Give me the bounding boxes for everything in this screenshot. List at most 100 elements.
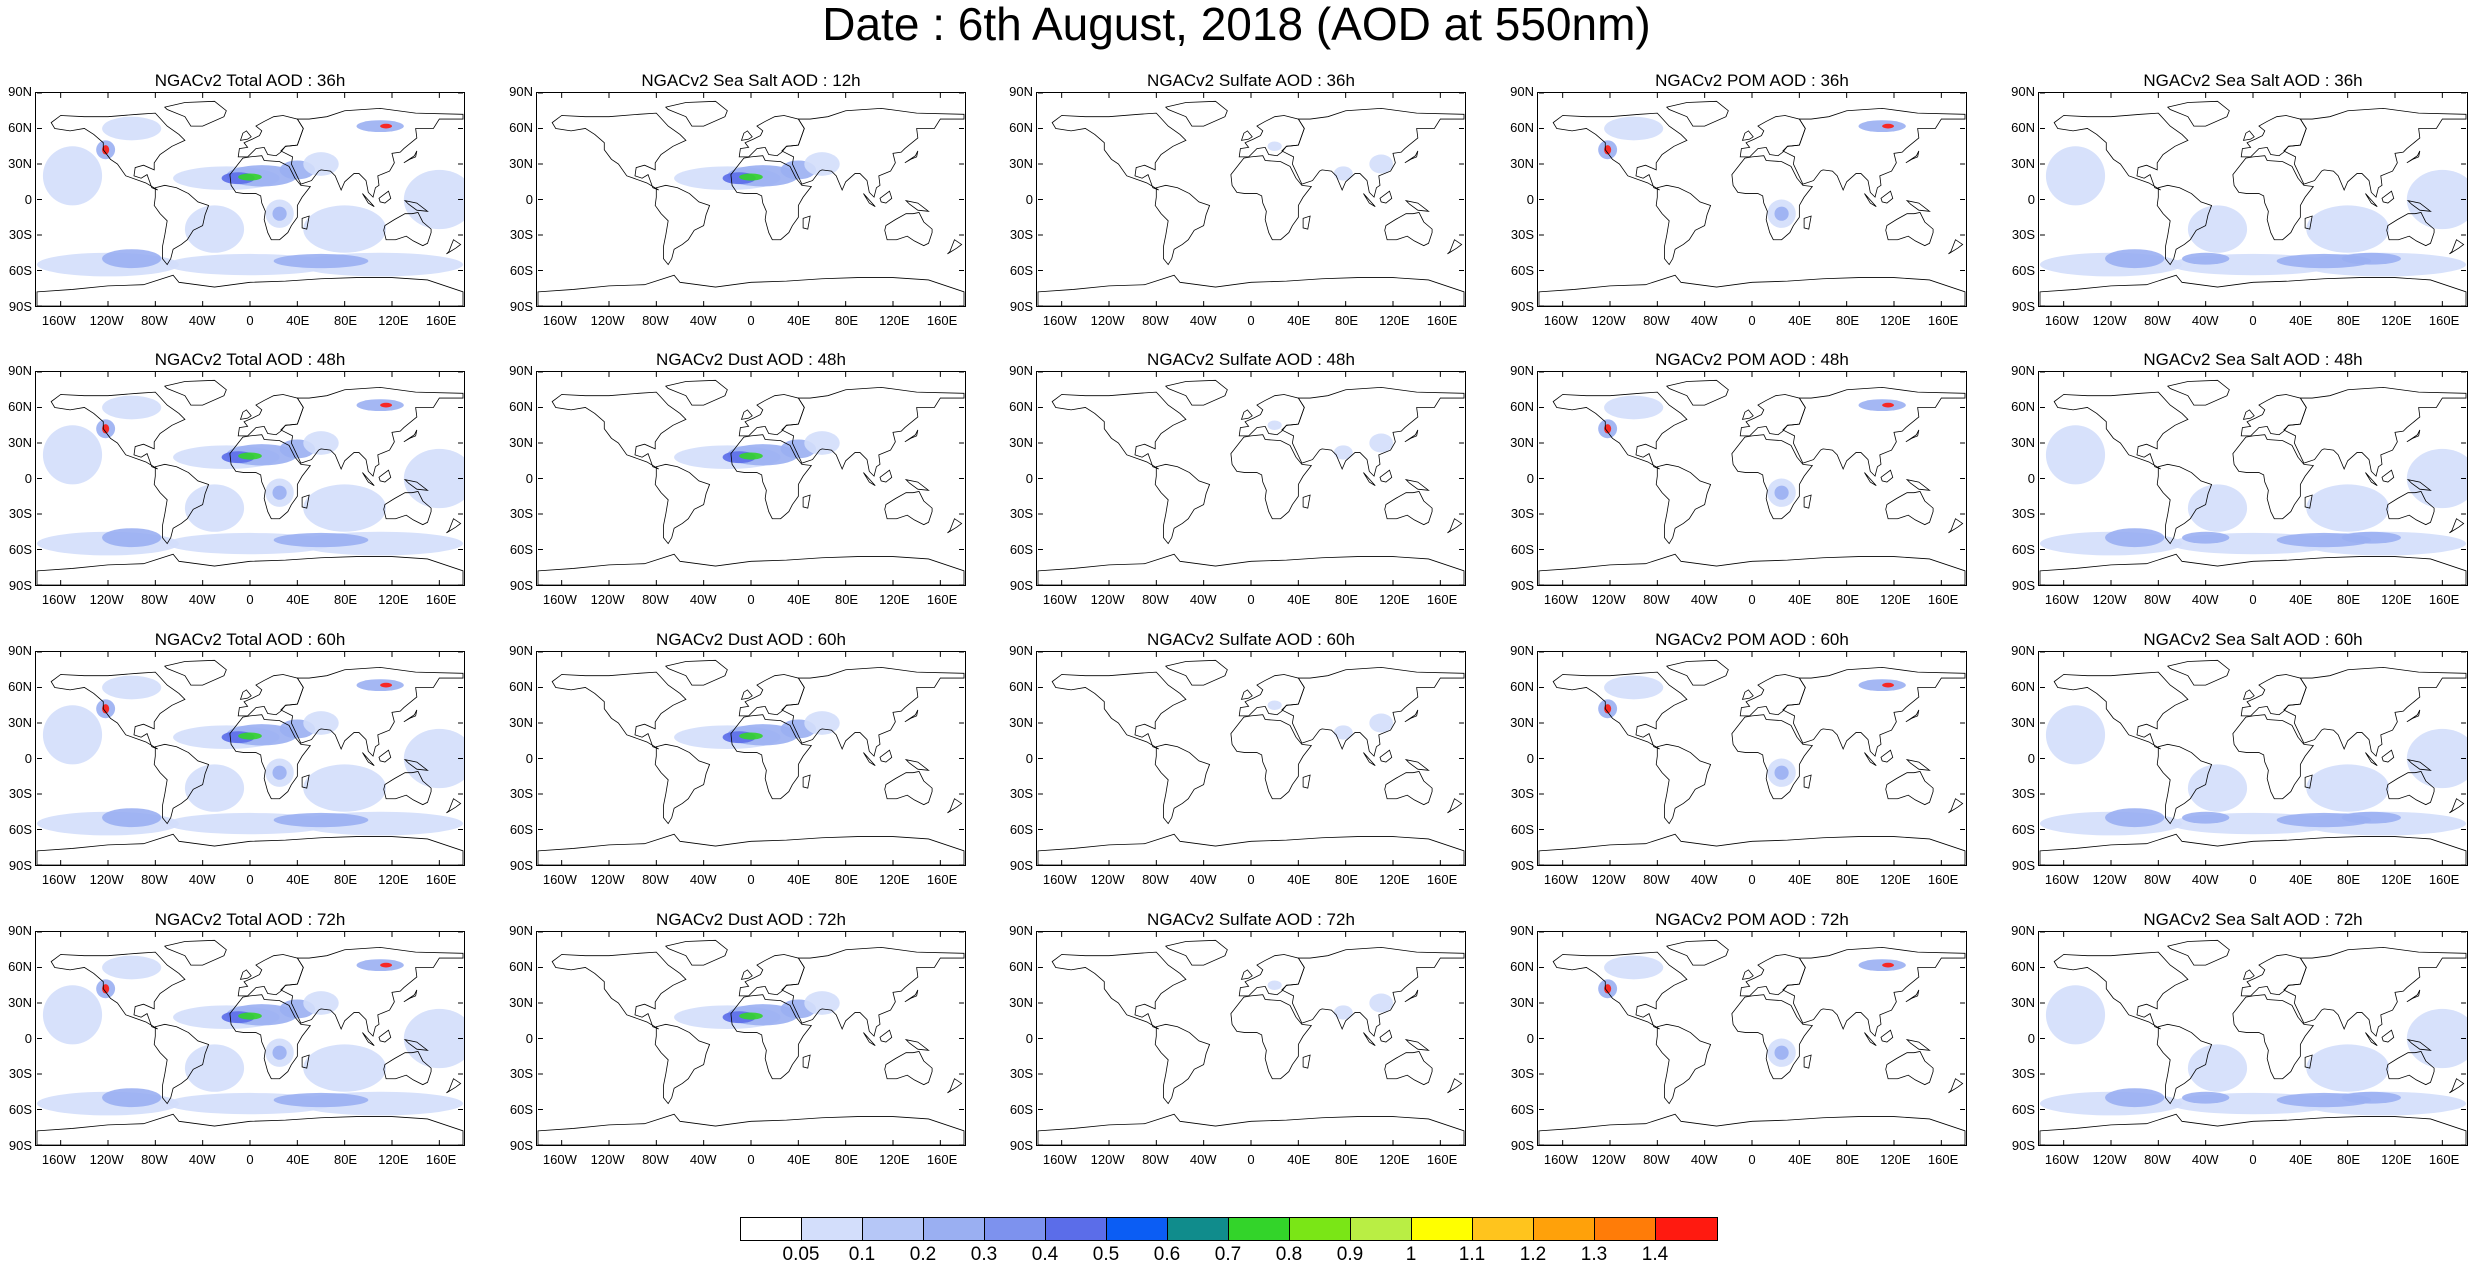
coastline — [1384, 771, 1433, 806]
lon-label: 40W — [1690, 592, 1718, 607]
aod-field — [2341, 252, 2401, 265]
lon-label: 40W — [2191, 872, 2219, 887]
lon-label: 0 — [1247, 313, 1255, 328]
coastline — [1905, 709, 1920, 723]
coastline — [153, 743, 210, 825]
lon-label: 120W — [89, 592, 124, 607]
lon-label: 120E — [1379, 872, 1410, 887]
lon-label: 80E — [834, 872, 859, 887]
coastline — [1739, 394, 1806, 437]
coastline — [362, 472, 375, 486]
coastline — [551, 391, 687, 470]
lat-label: 60N — [2011, 958, 2035, 974]
coastline — [2406, 989, 2421, 1003]
aod-field — [102, 424, 110, 434]
lat-label: 30N — [2011, 434, 2035, 450]
colorbar-label: 0.2 — [909, 1244, 937, 1265]
aod-field — [2306, 1044, 2390, 1092]
aod-field — [1333, 166, 1353, 181]
colorbar-label: 0.3 — [970, 1244, 998, 1265]
aod-field — [2306, 484, 2390, 532]
lat-label: 60N — [509, 398, 533, 414]
map-canvas — [1538, 932, 1966, 1145]
aod-field — [804, 991, 840, 1015]
lon-label: 120E — [2381, 872, 2412, 887]
aod-field — [102, 704, 110, 714]
lon-label: 40E — [2289, 1152, 2313, 1167]
aod-field — [2045, 705, 2106, 765]
aod-field — [739, 732, 763, 740]
lon-label: 120E — [378, 313, 409, 328]
lat-label: 60S — [2011, 1102, 2035, 1118]
coastline — [2167, 379, 2230, 406]
lon-label: 40E — [286, 313, 310, 328]
lon-label: 160W — [1042, 872, 1077, 887]
coastline — [1552, 112, 1688, 191]
coastline — [802, 215, 811, 230]
map-panel: NGACv2 Sulfate AOD : 36h 90N 60N 30N 0 30S 60S… — [1009, 70, 1466, 328]
panel-title: NGACv2 Total AOD : 48h — [154, 350, 346, 369]
aod-field — [102, 116, 162, 141]
aod-field — [739, 452, 763, 460]
coastline — [1885, 212, 1934, 247]
lat-label: 60S — [509, 542, 533, 558]
coastline — [2365, 472, 2378, 486]
lat-label: 30S — [2011, 786, 2035, 802]
panel-title: NGACv2 Sulfate AOD : 48h — [1147, 350, 1355, 369]
coastline — [237, 394, 304, 437]
lon-label: 120E — [378, 1152, 409, 1167]
aod-field — [1774, 206, 1789, 221]
coastline — [1051, 951, 1187, 1030]
lon-label: 0 — [1247, 1152, 1255, 1167]
lat-label: 60S — [2011, 263, 2035, 279]
coastline — [551, 112, 687, 191]
map-panel: NGACv2 Total AOD : 72h 90N 60N 30N 0 30S 60S 90… — [8, 909, 465, 1167]
lat-label: 60N — [1009, 119, 1033, 135]
coastline — [239, 969, 252, 980]
lat-label: 0 — [1526, 470, 1534, 486]
lon-label: 160E — [1426, 592, 1458, 607]
aod-field — [804, 152, 840, 176]
aod-field — [1604, 955, 1664, 980]
map-canvas — [2039, 372, 2467, 585]
lon-label: 80E — [333, 872, 358, 887]
lat-label: 0 — [525, 750, 533, 766]
lon-label: 160E — [926, 313, 958, 328]
map-panel: NGACv2 Sea Salt AOD : 48h 90N 60N 30N 0 30S 60… — [2011, 349, 2468, 607]
lat-label: 90S — [8, 858, 32, 873]
lon-label: 160E — [425, 592, 457, 607]
aod-field — [2045, 146, 2106, 206]
aod-field — [2406, 448, 2467, 509]
coastline — [2381, 469, 2395, 483]
lat-label: 60S — [1510, 542, 1534, 558]
lon-label: 0 — [2249, 313, 2257, 328]
lat-label: 90N — [1009, 84, 1033, 99]
lon-label: 0 — [1247, 872, 1255, 887]
coastline — [738, 954, 805, 997]
lat-label: 30N — [1009, 155, 1033, 171]
coastline — [2406, 1039, 2432, 1051]
lat-label: 30N — [2011, 714, 2035, 730]
coastline — [36, 553, 464, 585]
lon-label: 80E — [2336, 313, 2361, 328]
panel-title: NGACv2 Sea Salt AOD : 60h — [2143, 630, 2363, 649]
lat-label: 30S — [1009, 227, 1033, 243]
coastline — [36, 833, 464, 865]
coastline — [1885, 1051, 1934, 1086]
coastline — [1731, 994, 1814, 1080]
lat-label: 90S — [509, 858, 533, 873]
coastline — [1240, 689, 1253, 700]
lat-label: 60S — [509, 1102, 533, 1118]
lat-label: 90N — [2011, 363, 2035, 378]
aod-field — [739, 1012, 763, 1020]
coastline — [50, 951, 186, 1030]
lon-label: 40W — [1189, 1152, 1217, 1167]
colorbar-swatch — [1168, 1218, 1229, 1240]
lat-label: 30N — [1009, 434, 1033, 450]
lon-label: 160W — [2044, 313, 2079, 328]
coastline — [229, 994, 312, 1080]
aod-field — [2406, 1008, 2467, 1069]
lat-label: 30S — [2011, 506, 2035, 522]
coastline — [904, 479, 930, 491]
aod-field — [2187, 205, 2248, 253]
